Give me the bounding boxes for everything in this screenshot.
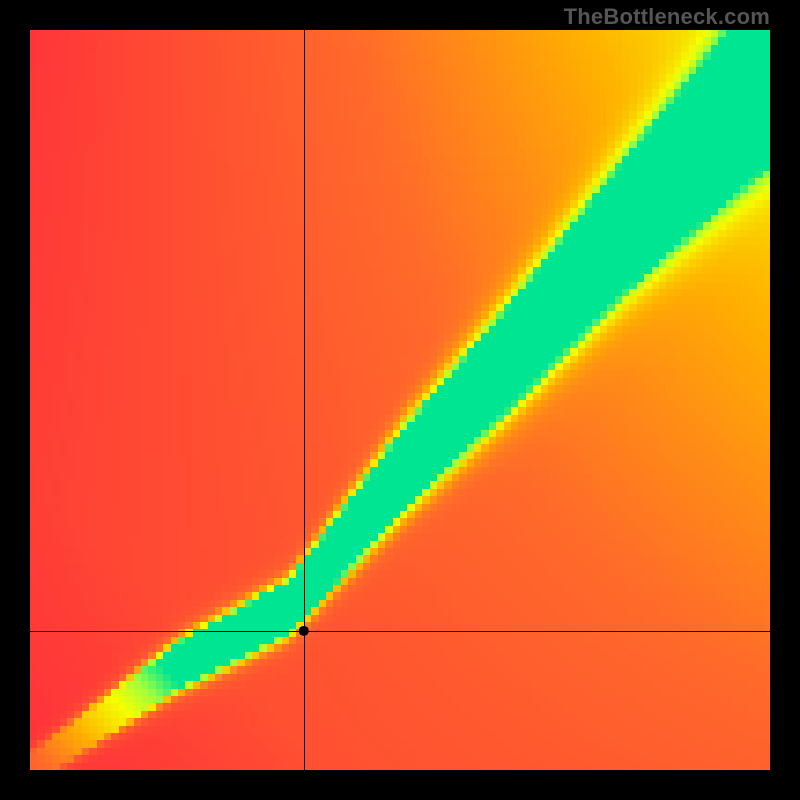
chart-frame: TheBottleneck.com — [0, 0, 800, 800]
watermark-text: TheBottleneck.com — [564, 4, 770, 30]
bottleneck-heatmap — [30, 30, 770, 770]
